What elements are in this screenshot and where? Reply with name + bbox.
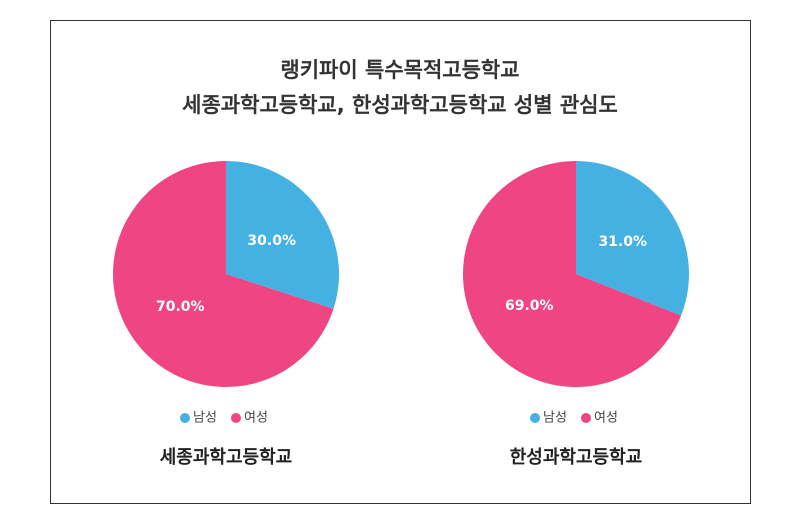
legend-marker bbox=[530, 413, 540, 423]
pie-slice bbox=[576, 160, 690, 316]
pie-slice bbox=[226, 161, 339, 309]
slice-label: 31.0% bbox=[598, 234, 647, 250]
slice-label: 70.0% bbox=[156, 299, 205, 315]
slice-label: 69.0% bbox=[505, 298, 554, 314]
legend-marker bbox=[581, 413, 591, 423]
legend-label: 남성 bbox=[543, 411, 567, 426]
chart-title: 한성과학고등학교 bbox=[510, 446, 642, 468]
title-line: 세종과학고등학교, 한성과학고등학교 성별 관심도 bbox=[182, 93, 618, 117]
legend-label: 남성 bbox=[193, 411, 217, 426]
title-line: 랭키파이 특수목적고등학교 bbox=[280, 58, 519, 82]
legend-label: 여성 bbox=[244, 411, 268, 426]
slice-label: 30.0% bbox=[247, 233, 296, 249]
pie-slice bbox=[463, 161, 682, 387]
legend-label: 여성 bbox=[594, 411, 618, 426]
chart-title: 세종과학고등학교 bbox=[160, 446, 292, 468]
legend-marker bbox=[180, 413, 190, 423]
pie-slice bbox=[113, 161, 334, 387]
legend-marker bbox=[231, 413, 241, 423]
